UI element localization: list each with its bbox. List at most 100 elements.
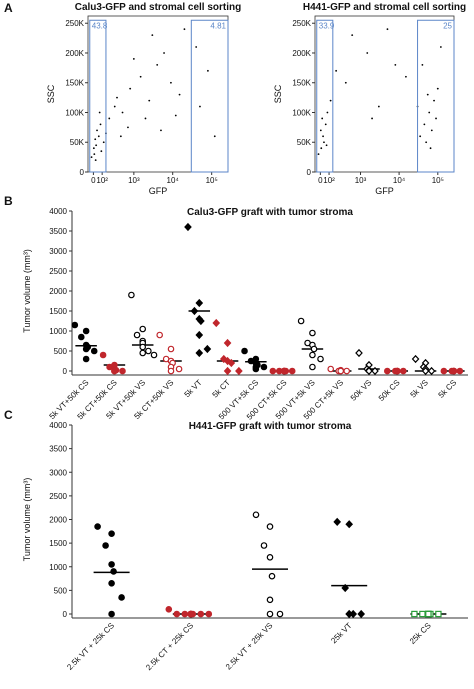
y-tick-label: 3000 (49, 247, 67, 256)
y-tick-label: 0 (80, 168, 85, 177)
data-point (345, 520, 354, 529)
data-point (190, 306, 199, 316)
data-point (129, 87, 132, 90)
data-point (102, 141, 105, 144)
data-point (309, 329, 316, 337)
data-point (167, 367, 175, 375)
y-tick-label: 0 (63, 610, 68, 619)
data-point (116, 96, 118, 99)
gate-label: 25 (443, 21, 452, 30)
x-tick-label: 10² (323, 176, 335, 185)
y-tick-label: 2500 (49, 267, 67, 276)
y-tick-label: 0 (63, 367, 68, 376)
panel-label: A (4, 1, 13, 15)
data-point (167, 345, 175, 353)
data-point (456, 367, 464, 375)
x-tick-label: 2.5k VT + 25k CS (65, 621, 116, 672)
data-point (139, 325, 147, 333)
data-point (426, 93, 429, 96)
data-point (178, 93, 181, 96)
data-point (132, 58, 135, 60)
data-point (100, 150, 103, 153)
data-point (423, 123, 426, 126)
data-point (309, 363, 316, 371)
data-point (428, 111, 431, 114)
x-tick-label: 2.5k CT + 25k CS (144, 621, 195, 672)
data-point (94, 138, 97, 141)
data-point (173, 610, 181, 618)
data-point (99, 123, 102, 126)
y-tick-label: 100K (65, 108, 84, 117)
y-tick-label: 500 (54, 347, 68, 356)
y-axis-label: SSC (46, 84, 56, 103)
data-point (357, 609, 366, 619)
x-tick-label: 50k VS (349, 378, 374, 403)
data-point (366, 52, 369, 54)
data-point (121, 111, 124, 114)
data-point (108, 530, 115, 537)
x-tick-label: 5k VS (409, 378, 430, 399)
data-point (435, 610, 442, 618)
data-point (127, 126, 129, 129)
data-point (260, 542, 268, 549)
data-point (327, 365, 335, 373)
y-axis-label: Tumor volume (mm³) (22, 249, 32, 333)
panel-label: C (4, 408, 13, 422)
data-point (71, 321, 79, 329)
data-point (427, 366, 436, 376)
data-point (184, 222, 192, 232)
data-point (163, 52, 165, 54)
gate-label: 4.81 (210, 21, 226, 30)
data-point (181, 610, 189, 618)
data-point (93, 153, 96, 156)
data-point (419, 135, 422, 138)
data-point (195, 298, 204, 308)
data-point (411, 354, 420, 364)
data-point (345, 609, 354, 619)
data-point (365, 366, 373, 376)
x-tick-label: 10³ (128, 176, 140, 185)
gate-label: 33.9 (319, 21, 335, 30)
data-point (145, 347, 152, 355)
data-point (195, 348, 204, 358)
data-point (393, 367, 401, 375)
x-tick-label: 10⁴ (167, 176, 180, 185)
data-point (252, 511, 260, 519)
y-tick-label: 1000 (49, 327, 67, 336)
data-point (212, 318, 221, 328)
data-point (355, 348, 363, 358)
y-tick-label: 200K (292, 49, 311, 58)
y-tick-label: 50K (70, 138, 85, 147)
sort-gate (417, 19, 455, 173)
data-point (195, 46, 198, 48)
data-point (276, 610, 284, 618)
data-point (341, 583, 350, 593)
y-tick-label: 250K (65, 19, 84, 28)
y-tick-label: 3500 (49, 445, 67, 454)
data-point (144, 117, 147, 120)
data-point (98, 111, 101, 114)
chart-title: H441-GFP graft with tumor stroma (189, 421, 352, 432)
data-point (82, 345, 90, 353)
data-point (213, 135, 216, 138)
gate-label: 43.8 (92, 21, 108, 30)
data-point (187, 610, 195, 618)
data-point (199, 105, 201, 108)
data-point (223, 338, 232, 348)
data-point (252, 365, 260, 373)
data-point (108, 579, 115, 587)
data-point (329, 99, 332, 102)
data-point (394, 63, 397, 66)
data-point (425, 610, 432, 618)
data-point (119, 135, 122, 138)
data-point (170, 81, 172, 84)
x-tick-label: 10² (96, 176, 108, 185)
x-axis-label: GFP (149, 186, 168, 196)
y-tick-label: 100K (292, 108, 311, 117)
data-point (108, 561, 115, 568)
x-tick-label: 5k VT (183, 378, 204, 399)
chart-title: Calu3-GFP and stromal cell sorting (75, 2, 242, 13)
data-point (148, 99, 151, 102)
x-tick-label: 10³ (355, 176, 367, 185)
